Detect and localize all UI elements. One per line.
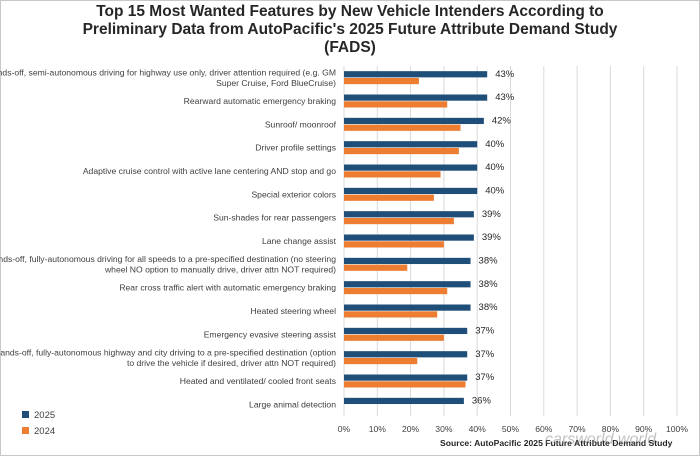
data-label: 43% (495, 69, 515, 80)
category-label: Adaptive cruise control with active lane… (83, 166, 336, 176)
source-note: Source: AutoPacific 2025 Future Attribut… (440, 438, 673, 448)
category-label: Lane change assist (262, 236, 337, 246)
category-label: Heated steering wheel (250, 306, 336, 316)
category-label: Rearward automatic emergency braking (184, 96, 337, 106)
bar-2025 (344, 187, 478, 195)
data-label: 38% (479, 279, 499, 290)
category-label: Hands-off, semi-autonomous driving for h… (0, 67, 336, 77)
data-label: 42% (492, 116, 512, 127)
x-tick-label: 60% (535, 424, 553, 434)
x-tick-label: 80% (602, 424, 620, 434)
category-label: Sun-shades for rear passengers (213, 213, 336, 223)
category-label: Sunroof/ moonroof (265, 119, 337, 129)
data-label: 37% (475, 349, 495, 360)
bar-2025 (344, 351, 468, 358)
data-label: 39% (482, 232, 502, 243)
x-tick-label: 50% (502, 424, 520, 434)
bar-2024 (344, 194, 434, 201)
bar-2024 (344, 357, 418, 365)
bar-2025 (344, 304, 471, 311)
x-tick-label: 0% (338, 424, 351, 434)
data-label: 43% (495, 92, 515, 103)
category-label: Hands-off, fully-autonomous highway and … (0, 347, 336, 357)
bar-2025 (344, 211, 474, 218)
category-label: Super Cruise, Ford BlueCruise) (216, 78, 336, 88)
bar-2024 (344, 77, 419, 85)
bar-2025 (344, 71, 488, 78)
category-label: Emergency evasive steering assist (204, 329, 337, 339)
bar-2024 (344, 147, 459, 155)
bar-2024 (344, 217, 454, 225)
category-label: Large animal detection (249, 399, 336, 409)
bar-2024 (344, 124, 461, 131)
x-tick-label: 40% (469, 424, 487, 434)
data-label: 38% (479, 256, 499, 267)
bar-2025 (344, 141, 478, 148)
bar-2025 (344, 397, 464, 405)
bar-2025 (344, 257, 471, 265)
category-label: Heated and ventilated/ cooled front seat… (180, 376, 336, 386)
data-label: 37% (475, 372, 495, 383)
bar-2024 (344, 101, 448, 108)
x-tick-label: 90% (635, 424, 653, 434)
x-tick-label: 20% (402, 424, 420, 434)
category-label: to drive the vehicle if desired, driver … (127, 358, 336, 368)
bar-2025 (344, 117, 484, 125)
legend-swatch (22, 427, 29, 434)
data-label: 38% (479, 302, 499, 313)
bar-2024 (344, 264, 408, 271)
bar-2024 (344, 171, 441, 178)
bar-2025 (344, 234, 474, 241)
legend-swatch (22, 411, 29, 418)
legend-label: 2025 (34, 410, 55, 421)
x-tick-label: 10% (369, 424, 387, 434)
data-label: 37% (475, 326, 495, 337)
bar-2025 (344, 164, 478, 171)
data-label: 39% (482, 209, 502, 220)
category-label: wheel NO option to manually drive, drive… (104, 265, 336, 275)
x-tick-label: 100% (666, 424, 688, 434)
category-label: Special exterior colors (251, 189, 336, 199)
data-label: 40% (485, 186, 505, 197)
bar-2024 (344, 241, 444, 248)
category-label: Hands-off, fully-autonomous driving for … (0, 254, 336, 264)
x-tick-label: 30% (435, 424, 453, 434)
category-label: Driver profile settings (255, 143, 336, 153)
chart-title: Top 15 Most Wanted Features by New Vehic… (82, 3, 618, 56)
data-label: 36% (472, 396, 492, 407)
data-label: 40% (485, 139, 505, 150)
bar-2025 (344, 374, 468, 381)
watermark: carsworld.world (545, 431, 657, 448)
legend-label: 2024 (34, 426, 55, 437)
bar-2025 (344, 327, 468, 335)
bar-2024 (344, 381, 466, 388)
bar-2024 (344, 311, 438, 318)
data-label: 40% (485, 162, 505, 173)
bar-2025 (344, 281, 471, 288)
bar-2024 (344, 287, 448, 295)
x-tick-label: 70% (568, 424, 586, 434)
bar-2024 (344, 334, 444, 341)
bar-2025 (344, 94, 488, 101)
category-label: Rear cross traffic alert with automatic … (119, 283, 336, 293)
